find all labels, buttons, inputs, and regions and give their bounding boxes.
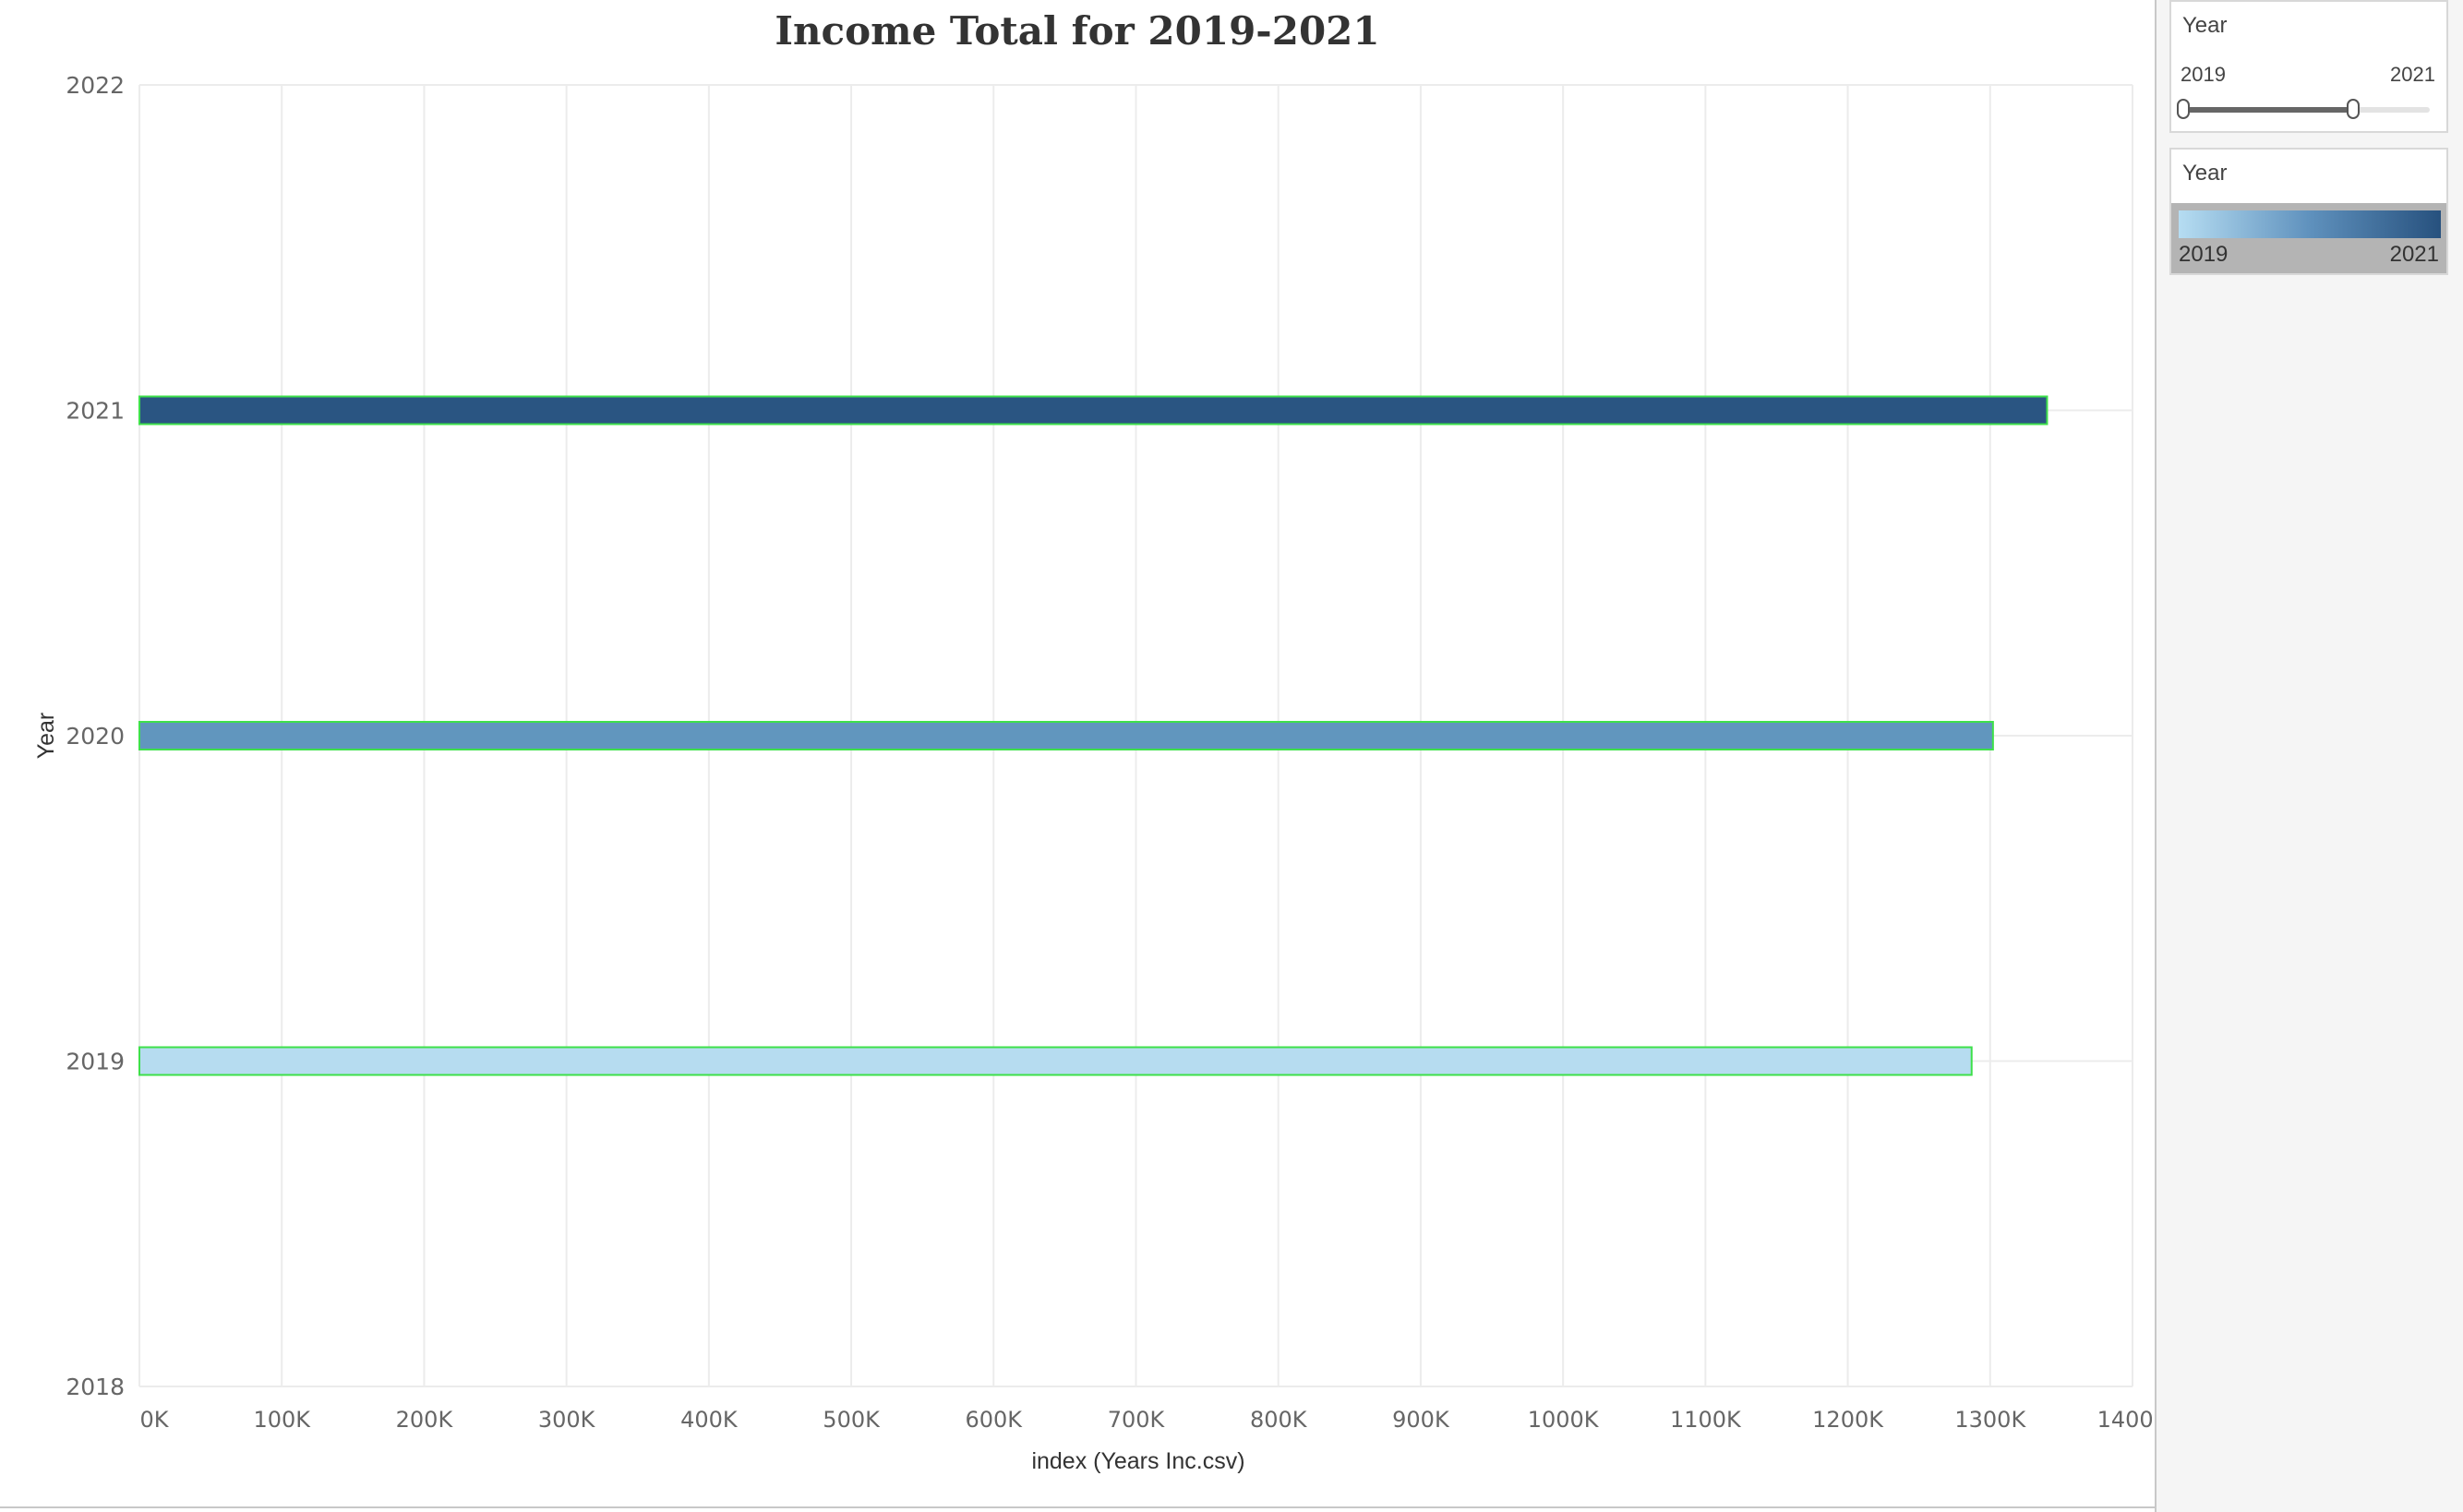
x-tick-label: 1200K [1812, 1407, 1884, 1433]
x-tick-label: 1100K [1670, 1407, 1742, 1433]
year-range-min: 2019 [2181, 63, 2226, 86]
legend-color-gradient [2179, 210, 2441, 238]
year-legend-title: Year [2182, 161, 2228, 186]
bar-2021 [138, 395, 2048, 426]
x-axis-title: index (Years Inc.csv) [1031, 1448, 1244, 1474]
year-range-slider[interactable] [2177, 99, 2430, 119]
year-range-slider-fill [2182, 107, 2352, 113]
x-tick-label: 1300K [1954, 1407, 2026, 1433]
year-color-legend: Year 2019 2021 [2169, 148, 2448, 275]
x-tick-label: 400K [680, 1407, 739, 1433]
chart-title: Income Total for 2019-2021 [775, 8, 1379, 54]
x-tick-label: 1000K [1528, 1407, 1600, 1433]
y-tick-label: 2018 [66, 1374, 125, 1400]
bar-2020 [138, 721, 1994, 750]
x-tick-label: 500K [823, 1407, 881, 1433]
y-tick-label: 2019 [66, 1049, 125, 1075]
x-tick-label: 600K [966, 1407, 1024, 1433]
legend-min-label: 2019 [2179, 242, 2229, 267]
x-tick-label: 800K [1250, 1407, 1308, 1433]
year-range-max: 2021 [2390, 63, 2435, 86]
side-panel: Year 2019 2021 Year 2019 2021 [2157, 0, 2463, 1512]
x-tick-label: 700K [1108, 1407, 1166, 1433]
y-axis-title: Year [33, 713, 59, 760]
chart-area: 0K 100K 200K 300K 400K 500K 600K 700K 800K 900K 10… [0, 8, 2155, 1508]
x-tick-label: 900K [1392, 1407, 1450, 1433]
year-range-end-handle[interactable] [2347, 99, 2360, 119]
legend-max-label: 2021 [2389, 242, 2439, 267]
panel-divider[interactable] [2155, 0, 2157, 1512]
year-filter-title: Year [2182, 13, 2228, 38]
y-tick-label: 2020 [66, 723, 125, 750]
x-tick-label: 200K [396, 1407, 454, 1433]
y-tick-label: 2022 [66, 72, 125, 99]
x-tick-label: 100K [253, 1407, 311, 1433]
year-filter-card: Year 2019 2021 [2169, 0, 2448, 133]
y-tick-label: 2021 [66, 398, 125, 425]
bar-chart: 0K 100K 200K 300K 400K 500K 600K 700K 800K 900K 10… [33, 8, 2155, 1474]
x-tick-label: 1400K [2097, 1407, 2155, 1433]
legend-body: 2019 2021 [2171, 203, 2446, 273]
year-range-start-handle[interactable] [2177, 99, 2190, 119]
bar-2019 [138, 1046, 1973, 1076]
x-tick-label: 300K [538, 1407, 596, 1433]
x-tick-label: 0K [139, 1407, 169, 1433]
